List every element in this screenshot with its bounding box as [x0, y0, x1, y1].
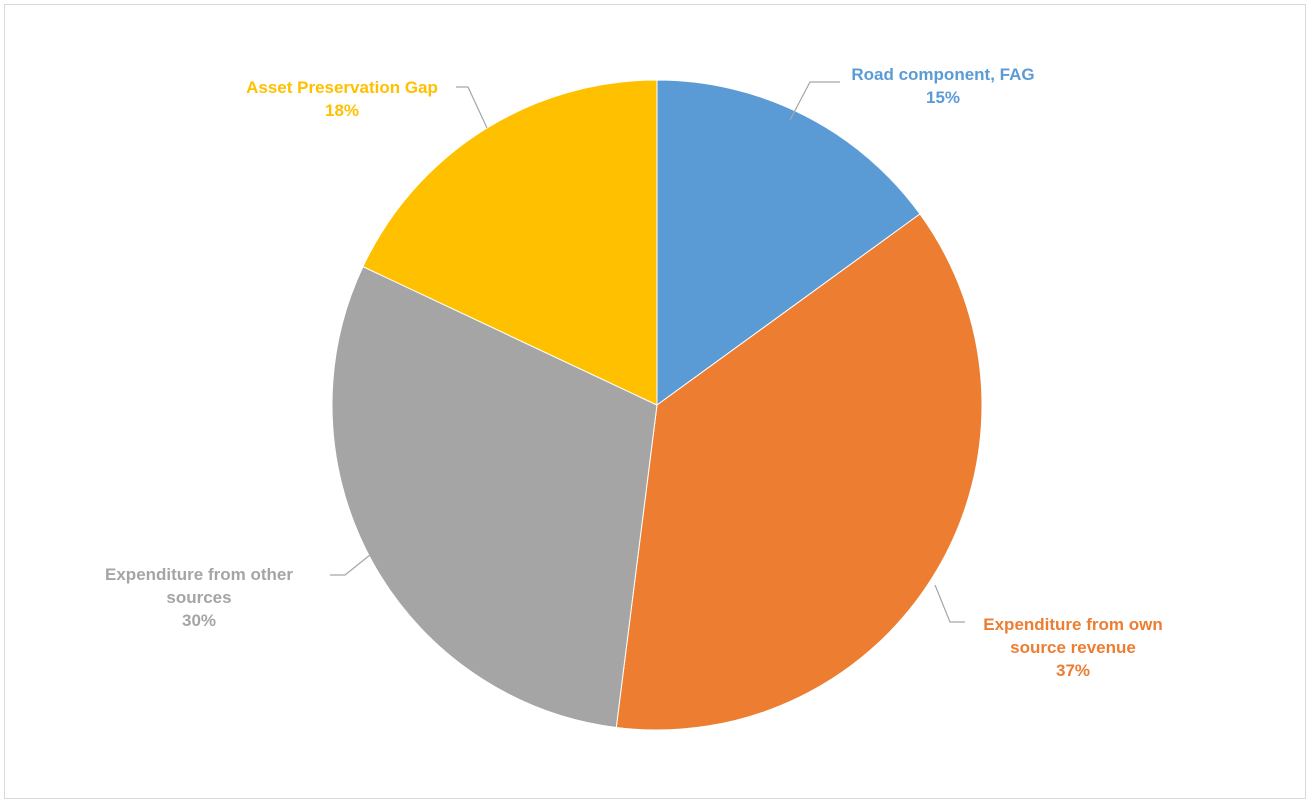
- data-label-percent: 18%: [325, 101, 359, 120]
- leader-line-asset-preservation-gap: [456, 86, 488, 129]
- pie-slice-asset-preservation-gap: [362, 79, 658, 406]
- pie-slice-expenditure-from-own-source-revenue: [615, 213, 983, 731]
- data-label-text: Asset Preservation Gap: [246, 78, 438, 97]
- data-label-text: Expenditure from own: [983, 615, 1162, 634]
- data-label-percent: 15%: [926, 88, 960, 107]
- leader-line-expenditure-from-other-sources: [330, 554, 371, 576]
- data-label-text: sources: [166, 588, 231, 607]
- data-label-text: source revenue: [1010, 638, 1136, 657]
- data-label-asset-preservation-gap: Asset Preservation Gap 18%: [246, 78, 438, 120]
- data-label-text: Expenditure from other: [105, 565, 293, 584]
- leader-line-expenditure-from-own-source-revenue: [934, 584, 965, 623]
- data-label-percent: 37%: [1056, 661, 1090, 680]
- data-label-text: Road component, FAG: [851, 65, 1034, 84]
- data-label-road-component-fag: Road component, FAG 15%: [851, 65, 1034, 107]
- leader-line-road-component-fag: [789, 81, 840, 121]
- data-label-percent: 30%: [182, 611, 216, 630]
- data-label-expenditure-from-own-source-revenue: Expenditure from own source revenue 37%: [983, 615, 1162, 680]
- pie-slice-road-component-fag: [656, 79, 921, 406]
- data-labels: Road component, FAG 15% Expenditure from o…: [105, 65, 1163, 680]
- pie-slice-expenditure-from-other-sources: [331, 265, 658, 728]
- pie-slices: [331, 79, 983, 731]
- data-label-expenditure-from-other-sources: Expenditure from other sources 30%: [105, 565, 293, 630]
- leader-lines: [330, 81, 965, 623]
